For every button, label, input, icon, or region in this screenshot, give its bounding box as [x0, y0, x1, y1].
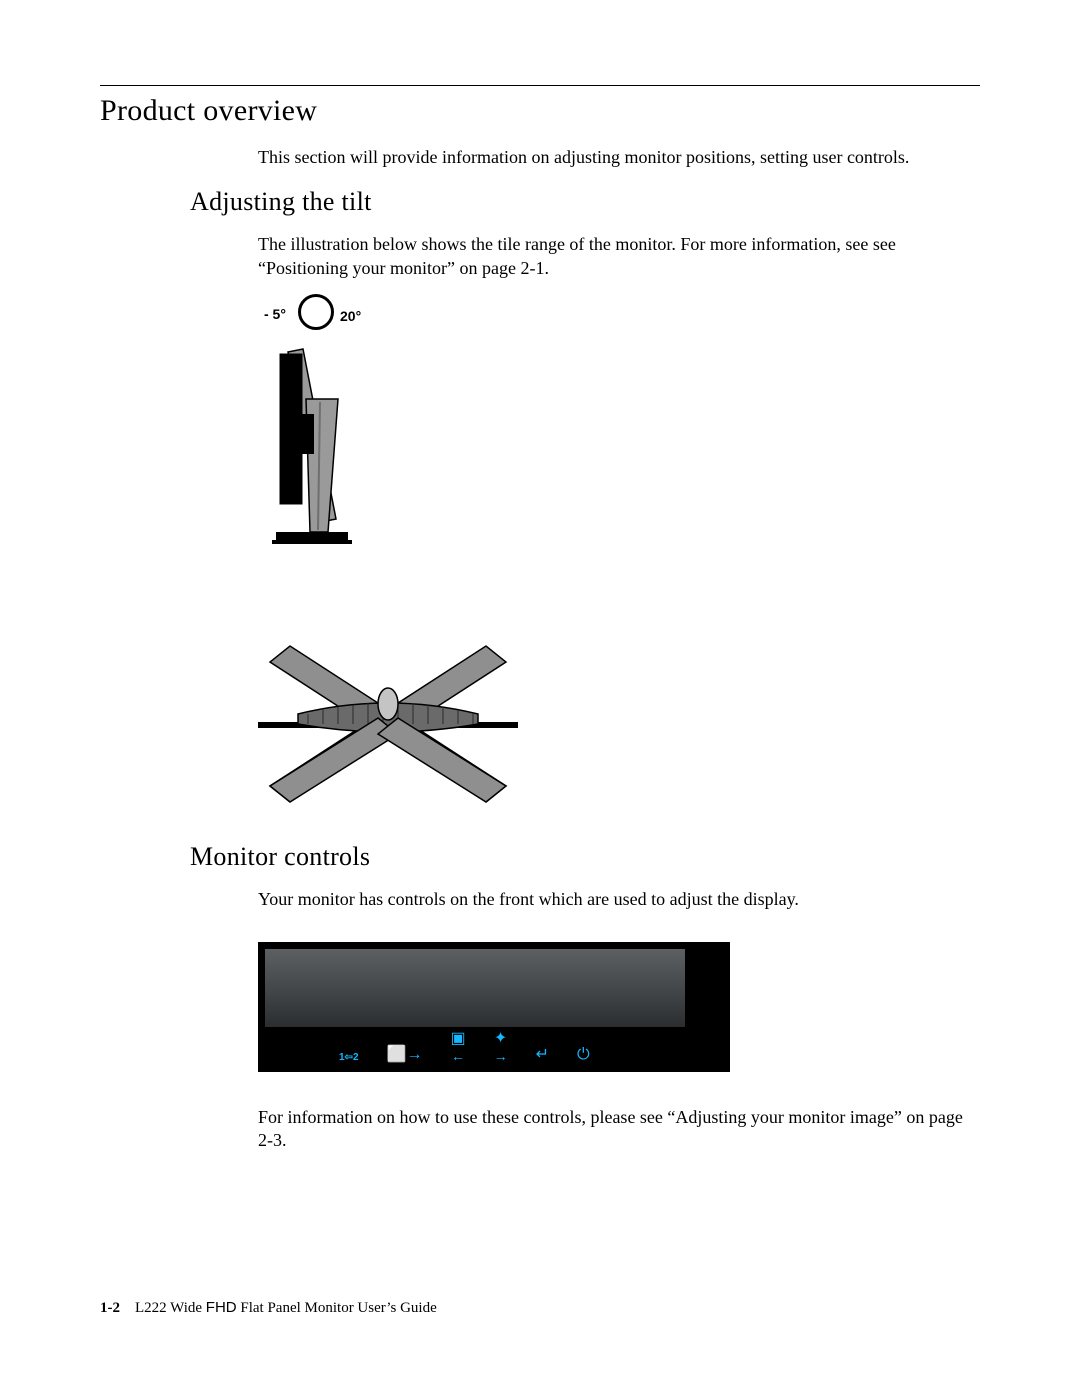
enter-icon-label: ↵ [536, 1047, 549, 1063]
monitor-screen-area [263, 947, 687, 1029]
monitor-swivel-illustration [258, 634, 518, 824]
monitor-side-view-illustration [258, 344, 378, 564]
heading-product-overview: Product overview [100, 94, 980, 128]
footer-title-mid: FHD [206, 1299, 237, 1316]
brightness-icon-label: ✦ [494, 1031, 507, 1047]
tilt-figure-group: - 5° 20° [258, 294, 980, 824]
heading-adjusting-tilt: Adjusting the tilt [190, 187, 980, 217]
top-rule [100, 85, 980, 86]
monitor-controls-illustration: 1⇦2 ⬜→ ▣ ← ✦ → ↵ ⏻ [258, 942, 730, 1072]
exit-menu-icon: ⬜→ [387, 1047, 423, 1063]
intro-paragraph: This section will provide information on… [258, 146, 978, 169]
page-footer: 1-2 L222 Wide FHD Flat Panel Monitor Use… [100, 1299, 437, 1317]
left-arrow-icon: ← [451, 1049, 465, 1063]
monitor-control-icons-row: 1⇦2 ⬜→ ▣ ← ✦ → ↵ ⏻ [339, 1031, 590, 1063]
exit-menu-label: ⬜→ [387, 1047, 423, 1063]
tilt-paragraph: The illustration below shows the tile ra… [258, 233, 978, 280]
page-number: 1-2 [100, 1300, 120, 1316]
input-select-label: 1⇦2 [339, 1053, 359, 1063]
heading-monitor-controls: Monitor controls [190, 842, 980, 872]
enter-icon: ↵ [536, 1047, 549, 1063]
right-arrow-icon: → [494, 1049, 508, 1063]
brightness-right-icon: ✦ → [494, 1031, 508, 1063]
menu-icon-label: ▣ [450, 1031, 465, 1047]
controls-intro-paragraph: Your monitor has controls on the front w… [258, 888, 978, 911]
tilt-indicator-circle-icon [298, 294, 334, 330]
footer-title-prefix: L222 Wide [135, 1300, 206, 1316]
tilt-angle-indicator: - 5° 20° [258, 294, 398, 334]
menu-left-icon: ▣ ← [450, 1031, 465, 1063]
controls-reference-paragraph: For information on how to use these cont… [258, 1106, 978, 1153]
power-icon-label: ⏻ [577, 1047, 590, 1063]
input-select-icon: 1⇦2 [339, 1053, 359, 1063]
tilt-back-angle-label: - 5° [264, 306, 286, 322]
document-page: Product overview This section will provi… [0, 0, 1080, 1397]
tilt-forward-angle-label: 20° [340, 308, 361, 324]
power-icon: ⏻ [577, 1047, 590, 1063]
footer-title-suffix: Flat Panel Monitor User’s Guide [237, 1300, 437, 1316]
